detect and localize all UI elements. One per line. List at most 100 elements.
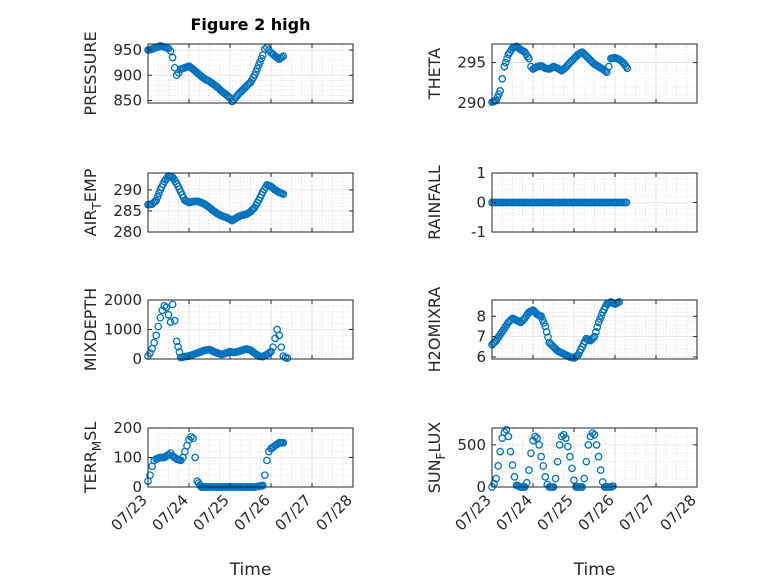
data-point	[152, 331, 161, 340]
x-tick-label: 07/24	[493, 491, 536, 534]
data-point	[146, 349, 154, 357]
subplot-8: 0 500 SUNFLUX07/2307/2407/2507/2607/2707/2…	[425, 422, 700, 580]
y-tick-label: 1000	[104, 321, 142, 339]
data-point	[596, 466, 605, 474]
data-point	[622, 62, 630, 71]
x-axis-label: Time	[229, 560, 272, 580]
subplot-2: 290 295 THETA	[425, 42, 698, 112]
data-point	[189, 434, 197, 443]
data-point	[500, 62, 509, 71]
data-point	[504, 432, 513, 441]
data-point	[566, 452, 574, 461]
data-point	[263, 456, 271, 465]
y-tick-label: 280	[113, 223, 142, 241]
data-point	[162, 303, 171, 312]
data-point	[594, 318, 603, 327]
data-point	[501, 58, 510, 67]
y-axis-label: MIXDEPTH	[81, 288, 100, 371]
y-tick-label: 295	[457, 54, 486, 72]
data-point	[502, 425, 511, 434]
y-tick-label: 950	[113, 41, 142, 59]
y-tick-label: 290	[113, 181, 142, 199]
y-tick-label: 6	[476, 348, 486, 366]
axes-box	[147, 43, 354, 104]
data-point	[168, 53, 177, 62]
chart-title: Figure 2 high	[191, 15, 311, 34]
data-point	[166, 318, 175, 326]
data-point	[166, 47, 175, 55]
data-point	[563, 442, 572, 451]
x-tick-label: 07/28	[657, 491, 700, 534]
data-point	[498, 74, 507, 83]
data-point	[258, 481, 267, 490]
x-tick-label: 07/23	[108, 491, 151, 534]
data-point	[506, 447, 515, 456]
data-point	[544, 333, 552, 342]
data-point	[604, 62, 613, 71]
data-point	[174, 342, 182, 351]
data-point	[164, 310, 173, 319]
data-point	[154, 322, 163, 331]
y-tick-label: 500	[457, 436, 486, 454]
data-point	[592, 328, 600, 336]
x-tick-label: 07/25	[534, 491, 577, 534]
x-tick-label: 07/27	[272, 491, 315, 534]
data-point	[593, 323, 602, 331]
data-point	[622, 198, 631, 207]
y-axis-label: THETA	[425, 48, 444, 100]
data-point	[609, 482, 617, 491]
subplot-3: 280 285 290 AIRTEMP	[81, 168, 354, 241]
data-point	[541, 473, 550, 481]
data-point	[597, 311, 606, 320]
data-point	[561, 434, 570, 442]
data-point	[553, 457, 562, 466]
y-tick-label: 2000	[104, 291, 142, 309]
data-point	[542, 328, 551, 336]
data-point	[150, 338, 158, 347]
data-point	[541, 322, 550, 331]
data-point	[538, 315, 547, 324]
data-point	[170, 316, 179, 325]
y-tick-label: 0	[476, 478, 486, 496]
data-point	[277, 343, 286, 352]
data-point	[582, 457, 591, 466]
data-point	[557, 432, 566, 441]
data-point	[496, 447, 505, 456]
axes-box	[147, 172, 354, 233]
data-point	[191, 453, 199, 462]
data-point	[623, 64, 632, 73]
y-tick-label: 7	[476, 328, 486, 346]
data-point	[596, 315, 604, 323]
data-point	[527, 449, 535, 458]
data-point	[260, 471, 269, 480]
data-point	[594, 452, 603, 461]
data-point	[265, 348, 274, 357]
y-tick-label: 0	[476, 194, 486, 212]
y-tick-label: 850	[113, 91, 142, 109]
x-tick-label: 07/26	[231, 491, 274, 534]
y-tick-label: 1	[476, 164, 486, 182]
data-point	[260, 45, 269, 53]
data-point	[267, 347, 275, 356]
x-tick-label: 07/25	[190, 491, 233, 534]
y-axis-label: TERRMSL	[81, 422, 104, 495]
y-tick-label: -1	[471, 223, 486, 241]
data-point	[152, 196, 161, 205]
y-axis-label: PRESSURE	[81, 31, 100, 115]
data-point	[172, 337, 181, 346]
subplot-6: 6 7 8 H2OMIXRA	[425, 287, 698, 372]
data-point	[279, 438, 288, 447]
subplot-4: -1 0 1 RAINFALL	[425, 164, 698, 241]
data-point	[551, 474, 560, 483]
x-tick-label: 07/28	[313, 491, 356, 534]
data-point	[278, 53, 286, 61]
axes-box	[491, 299, 698, 360]
data-point	[269, 343, 277, 352]
x-tick-label: 07/24	[149, 491, 192, 534]
x-tick-label: 07/26	[575, 491, 618, 534]
y-tick-label: 8	[476, 307, 486, 325]
data-point	[283, 354, 292, 362]
data-point	[187, 432, 195, 441]
data-point	[592, 441, 601, 449]
y-tick-label: 285	[113, 202, 142, 220]
